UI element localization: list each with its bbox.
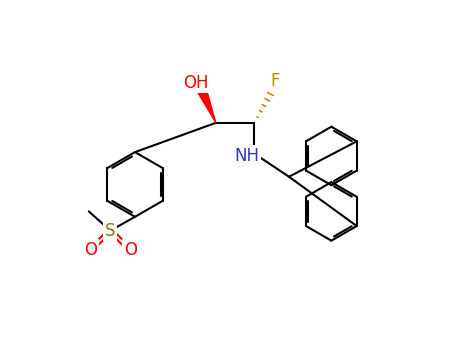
Polygon shape — [198, 89, 216, 123]
Text: OH: OH — [183, 74, 208, 92]
Text: F: F — [270, 71, 280, 90]
Text: NH: NH — [234, 147, 259, 165]
Text: O: O — [84, 241, 97, 259]
Text: O: O — [124, 241, 137, 259]
Text: S: S — [105, 222, 116, 240]
